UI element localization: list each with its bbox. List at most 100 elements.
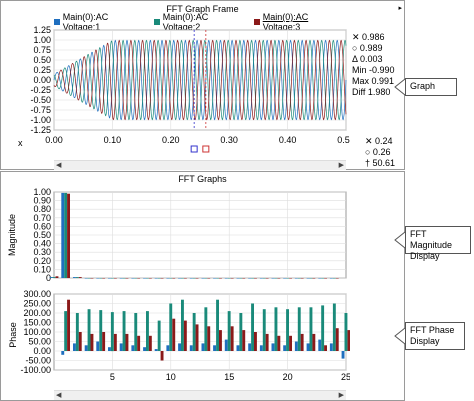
y-tick-label: 0.90 [33,196,51,206]
phase-bar [251,303,254,351]
magnitude-bar [148,278,152,279]
magnitude-bar [146,278,149,279]
phase-bar [90,333,94,351]
magnitude-bar [321,278,325,279]
scroll-left-icon[interactable]: ◀ [56,162,62,169]
magnitude-bar [84,278,88,279]
magnitude-bar [259,278,263,279]
y-tick-label: 0.50 [33,55,51,65]
magnitude-bar [131,278,135,279]
phase-bar [102,332,106,351]
x-tick-label: 0.50 [337,135,350,145]
phase-bar [289,335,292,351]
callout-pointer [394,78,406,96]
magnitude-bar [297,278,301,279]
y-tick-label: -0.50 [30,95,51,105]
legend-item-voltage-2[interactable]: Main(0):AC Voltage:2 [154,12,244,32]
y-tick-label: -50.00 [25,356,51,366]
phase-bar [277,335,281,351]
phase-bar [78,332,82,351]
scroll-right-icon[interactable]: ▶ [338,162,344,169]
magnitude-bar [318,278,322,279]
phase-bar [146,311,149,351]
phase-bar [286,309,289,351]
y-tick-label: -0.75 [30,105,51,115]
magnitude-bar [274,278,278,279]
scroll-right-icon[interactable]: ▶ [338,392,344,399]
magnitude-bar [172,278,176,279]
magnitude-bar [96,278,100,279]
y-tick-label: 1.00 [33,35,51,45]
y-tick-label: 0.30 [33,247,51,257]
phase-bar [230,326,234,351]
x-tick-label: 10 [166,372,176,382]
magnitude-bar [248,278,252,279]
y-tick-label: 0.75 [33,45,51,55]
horizontal-scrollbar-bottom[interactable]: ◀ ▶ [54,390,346,400]
phase-bar [306,343,310,351]
collapse-arrow-icon[interactable]: ▸ [398,5,402,12]
magnitude-bar [108,278,111,279]
magnitude-bar [230,278,234,279]
y-tick-label: -0.25 [30,85,51,95]
waveform-chart[interactable]: 1.251.000.750.500.250.00-0.25-0.50-0.75-… [0,26,350,156]
magnitude-bar [306,278,310,279]
magnitude-bar [55,276,59,278]
phase-bar [274,307,278,351]
phase-bar [329,343,333,351]
magnitude-bar [137,278,141,279]
y-tick-label: 0.40 [33,239,51,249]
magnitude-bar [154,278,158,279]
x-tick-label: 20 [283,372,293,382]
x-cursor2-value: ○ 0.26 [365,147,391,157]
magnitude-bar [78,277,82,278]
magnitude-bar [294,278,298,279]
magnitude-bar [236,278,240,279]
x-tick-label: 25 [341,372,350,382]
phase-bar [335,328,339,351]
magnitude-bar [143,278,146,279]
magnitude-bar [192,278,196,279]
horizontal-scrollbar-top[interactable]: ◀ ▶ [54,160,346,170]
phase-bar [283,345,287,351]
magnitude-bar [300,278,304,279]
fft-phase-chart[interactable]: 300.00250.00200.00150.00100.0050.000.00-… [0,288,350,388]
x-tick-label: 0.00 [45,135,63,145]
fft-magnitude-chart[interactable]: 00.100.200.300.400.500.600.700.800.901.0… [0,186,350,282]
magnitude-bar [122,278,126,279]
magnitude-bar [189,278,193,279]
magnitude-bar [335,278,339,279]
y-tick-label: 0.10 [33,264,51,274]
x-tick-label: 0.10 [104,135,122,145]
phase-bar [73,343,76,351]
phase-bar [137,335,141,351]
phase-bar [87,309,91,351]
cursor-handle-2 [202,145,210,153]
x-axis-label: x [18,138,23,148]
phase-bar [166,345,170,351]
y-tick-label: -1.25 [30,125,51,135]
magnitude-bar [277,278,281,279]
scroll-left-icon[interactable]: ◀ [56,392,62,399]
phase-bar [344,313,348,351]
magnitude-bar [254,278,257,279]
legend-item-voltage-1[interactable]: Main(0):AC Voltage:1 [54,12,144,32]
x-tick-label: 0.30 [220,135,238,145]
phase-bar [113,333,117,351]
phase-bar [169,303,173,351]
magnitude-bar [157,278,161,279]
phase-bar [242,330,246,351]
phase-bar [143,347,146,351]
phase-bar [64,311,68,351]
magnitude-bar [99,278,103,279]
x-tick-label: 0.20 [162,135,180,145]
magnitude-bar [90,278,94,279]
magnitude-bar [201,278,205,279]
legend-item-voltage-3[interactable]: Main(0):AC Voltage:3 [254,12,344,32]
y-tick-label: 100.00 [23,327,51,337]
y-tick-label: 0 [46,273,51,282]
legend-swatch [254,19,260,25]
y-tick-label: 150.00 [23,318,51,328]
phase-bar [265,333,269,351]
series-line-1 [53,39,347,121]
